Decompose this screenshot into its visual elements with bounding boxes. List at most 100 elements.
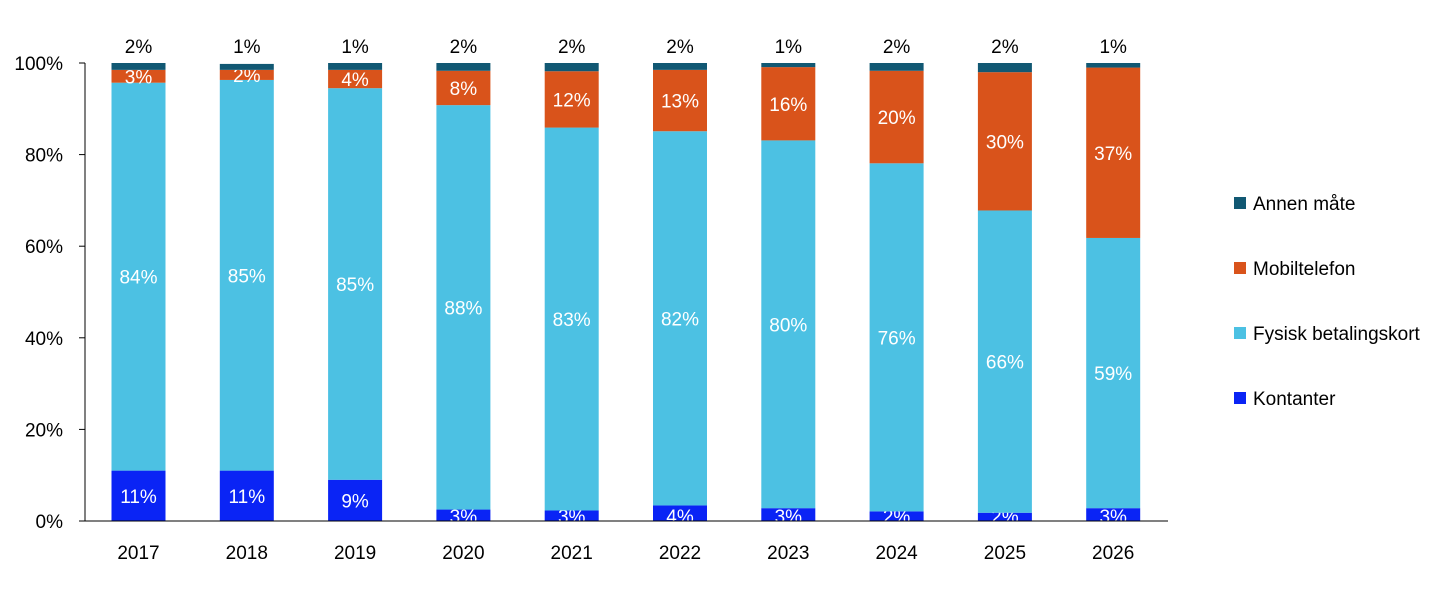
bar-segment-fysisk-betalingskort <box>761 140 816 509</box>
legend-label: Kontanter <box>1253 389 1336 410</box>
bar-segment-fysisk-betalingskort <box>869 163 924 512</box>
x-tick-label: 2021 <box>551 543 593 564</box>
bar-segment-fysisk-betalingskort <box>328 88 383 480</box>
legend-label: Mobiltelefon <box>1253 259 1355 280</box>
bar-segment-kontanter <box>761 508 816 521</box>
bar-segment-fysisk-betalingskort <box>544 127 599 511</box>
data-label: 30% <box>986 132 1024 153</box>
bar-segment-kontanter <box>869 511 924 521</box>
data-label: 76% <box>878 328 916 349</box>
bar-segment-annen-m-te <box>761 63 816 68</box>
x-tick-label: 2025 <box>984 543 1026 564</box>
bar-segment-annen-m-te <box>111 63 166 70</box>
bar-segment-kontanter <box>219 470 274 521</box>
bar-segment-kontanter <box>653 505 707 521</box>
data-label-top: 2% <box>991 37 1019 58</box>
data-label-top: 2% <box>558 37 586 58</box>
data-label: 84% <box>119 268 157 289</box>
data-label: 20% <box>878 108 916 129</box>
data-label-top: 1% <box>233 37 261 58</box>
bar-segment-kontanter <box>328 479 383 521</box>
data-label: 8% <box>450 79 478 100</box>
data-label: 2% <box>883 507 911 528</box>
bar-segment-annen-m-te <box>436 63 491 71</box>
data-label-top: 2% <box>450 37 478 58</box>
bar-segment-mobiltelefon <box>219 69 274 80</box>
bar-segment-annen-m-te <box>977 63 1032 73</box>
data-label: 12% <box>553 90 591 111</box>
y-tick-label: 40% <box>25 329 63 350</box>
bar-segment-mobiltelefon <box>436 70 491 106</box>
bar-segment-kontanter <box>436 509 491 521</box>
bar-segment-fysisk-betalingskort <box>1086 237 1141 509</box>
bar-segment-mobiltelefon <box>869 70 924 164</box>
x-tick-label: 2017 <box>117 543 159 564</box>
bar-segment-mobiltelefon <box>544 71 599 128</box>
bar-segment-annen-m-te <box>1086 63 1141 68</box>
x-tick-label: 2024 <box>875 543 918 564</box>
x-tick-label: 2018 <box>226 543 268 564</box>
legend-swatch <box>1234 197 1246 209</box>
data-label: 16% <box>769 95 807 116</box>
bar-segment-mobiltelefon <box>977 72 1032 211</box>
data-label: 85% <box>336 275 374 296</box>
data-label-top: 2% <box>883 37 911 58</box>
data-label-top: 1% <box>775 37 803 58</box>
bar-segment-mobiltelefon <box>653 69 707 132</box>
legend-swatch <box>1234 327 1246 339</box>
x-tick-label: 2019 <box>334 543 376 564</box>
bar-segment-fysisk-betalingskort <box>111 82 166 471</box>
y-tick-label: 80% <box>25 146 63 167</box>
data-label-top: 2% <box>666 37 694 58</box>
y-tick-label: 0% <box>36 512 64 533</box>
bar-segment-fysisk-betalingskort <box>219 79 274 471</box>
data-label: 88% <box>444 298 482 319</box>
data-label: 85% <box>228 266 266 287</box>
data-label: 80% <box>769 315 807 336</box>
bar-segment-kontanter <box>544 510 599 521</box>
data-label: 66% <box>986 353 1024 374</box>
data-label-top: 1% <box>341 37 369 58</box>
data-label: 11% <box>120 487 157 508</box>
data-label-top: 2% <box>125 37 153 58</box>
data-label: 37% <box>1094 144 1132 165</box>
data-label: 3% <box>450 507 478 528</box>
legend-label: Annen måte <box>1253 194 1355 215</box>
data-label: 82% <box>661 309 699 330</box>
y-tick-label: 100% <box>14 54 63 75</box>
legend-swatch <box>1234 262 1246 274</box>
x-tick-label: 2022 <box>659 543 701 564</box>
data-label: 9% <box>341 491 369 512</box>
data-label: 3% <box>125 67 153 88</box>
data-label: 4% <box>666 507 694 528</box>
bar-segment-annen-m-te <box>869 63 924 71</box>
legend-swatch <box>1234 392 1246 404</box>
bar-segment-kontanter <box>1086 508 1141 521</box>
data-label: 83% <box>553 310 591 331</box>
legend-label: Fysisk betalingskort <box>1253 324 1421 345</box>
data-label: 59% <box>1094 364 1132 385</box>
x-tick-label: 2023 <box>767 543 809 564</box>
bar-segment-annen-m-te <box>544 63 599 72</box>
x-tick-label: 2026 <box>1092 543 1134 564</box>
bar-segment-kontanter <box>111 470 166 521</box>
bar-segment-mobiltelefon <box>111 69 166 83</box>
y-tick-label: 20% <box>25 420 63 441</box>
bar-segment-fysisk-betalingskort <box>436 105 491 510</box>
bar-segment-annen-m-te <box>219 63 274 70</box>
bar-segment-annen-m-te <box>328 63 383 70</box>
bar-segment-mobiltelefon <box>761 67 816 141</box>
bar-segment-mobiltelefon <box>328 69 383 89</box>
bar-segment-fysisk-betalingskort <box>977 210 1032 513</box>
data-label: 11% <box>228 487 265 508</box>
data-label: 2% <box>233 66 261 87</box>
x-tick-label: 2020 <box>442 543 484 564</box>
bar-segment-mobiltelefon <box>1086 67 1141 238</box>
data-label: 13% <box>661 92 699 113</box>
bar-segment-annen-m-te <box>653 63 707 70</box>
data-label: 3% <box>558 507 586 528</box>
bar-segment-fysisk-betalingskort <box>653 131 707 506</box>
bar-segment-kontanter <box>977 512 1032 521</box>
